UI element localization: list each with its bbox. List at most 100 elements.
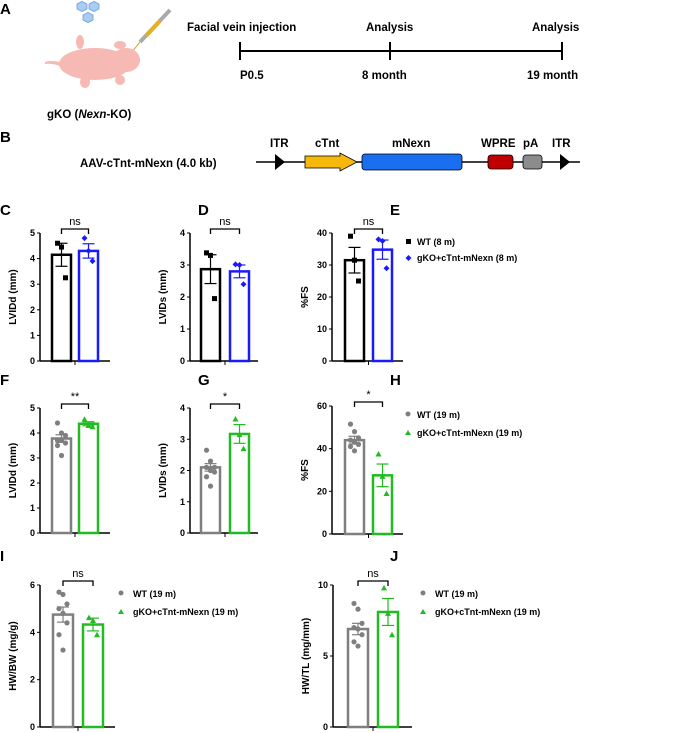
data-point [62, 432, 69, 439]
bar-wt [50, 437, 73, 535]
timeline-event-injection: Facial vein injection [187, 22, 296, 34]
bar-ko [371, 248, 394, 363]
legend-8m: WT (8 m) gKO+cTnt-mNexn (8 m) [405, 237, 517, 263]
data-point [58, 437, 65, 444]
y-axis-label: LVIDd (mm) [8, 269, 19, 324]
y-tick-label: 3 [30, 453, 35, 463]
y-tick-label: 1 [30, 330, 35, 340]
data-point [351, 625, 357, 631]
significance-label: ns [69, 216, 81, 228]
y-tick-label: 2 [30, 675, 35, 685]
data-point [379, 238, 386, 244]
chart-d: 0 1 2 3 4 LVIDs (mm) ns [158, 216, 258, 366]
data-point [211, 464, 218, 470]
data-point [383, 265, 390, 272]
y-tick-label: 30 [317, 260, 327, 270]
construct-name: AAV-cTnt-mNexn (4.0 kb) [80, 158, 217, 170]
bar-wt [51, 613, 75, 729]
chart-g: 0 1 2 3 4 LVIDs (mm) * [158, 391, 258, 538]
y-axis-label: LVIDd (mm) [8, 443, 19, 498]
y-axis-label: %FS [300, 459, 311, 481]
mouse-label: gKO (Nexn-KO) [47, 109, 132, 121]
data-point [54, 420, 61, 426]
virus-icons [76, 1, 100, 23]
significance-bracket [62, 580, 94, 586]
y-tick-label: 1 [180, 324, 185, 334]
chart-e: 0 10 20 30 40 %FS ns [300, 216, 403, 366]
y-axis-label: HW/TL (mg/mm) [301, 618, 312, 694]
data-point [352, 257, 357, 263]
data-point [379, 473, 386, 479]
y-tick-label: 4 [180, 403, 185, 413]
panel-label-i: I [0, 548, 4, 565]
y-tick-label: 0 [30, 528, 35, 538]
data-point [211, 469, 218, 475]
data-point [207, 458, 214, 464]
data-point [232, 261, 239, 268]
y-tick-label: 6 [30, 580, 35, 590]
chart-f: 0 1 2 3 4 5 LVIDd (mm) ** [8, 391, 110, 538]
data-point [60, 610, 66, 617]
y-tick-label: 2 [30, 478, 35, 488]
data-point [56, 606, 62, 612]
significance-bracket [353, 228, 384, 234]
data-point [236, 262, 243, 268]
chart-i: 0 2 4 6 HW/BW (mg/g) ns [8, 568, 115, 732]
bar-ko [228, 432, 251, 535]
y-tick-label: 20 [317, 486, 327, 496]
data-point [355, 626, 361, 632]
bar-ko [376, 610, 400, 729]
y-tick-label: 40 [317, 228, 327, 238]
data-point [381, 584, 387, 591]
data-point [89, 423, 96, 430]
panel-label-d: D [198, 202, 209, 219]
timeline-time-19m: 19 month [527, 70, 578, 82]
y-tick-label: 0 [323, 722, 328, 732]
data-point [90, 617, 96, 623]
panel-label-h: H [390, 372, 401, 389]
legend-marker-ko [405, 255, 412, 261]
ctnt-promoter [304, 152, 358, 172]
data-point [232, 415, 239, 422]
data-point [89, 258, 96, 265]
data-point [359, 620, 365, 626]
data-point [348, 233, 353, 239]
data-point [355, 643, 361, 649]
significance-label: ns [72, 568, 84, 580]
legend-19m-i: WT (19 m) gKO+cTnt-mNexn (19 m) [118, 589, 238, 617]
data-point [351, 429, 358, 435]
timeline-event-analysis-8m: Analysis [366, 22, 413, 34]
data-point [347, 443, 354, 450]
y-axis-label: HW/BW (mg/g) [8, 621, 19, 690]
data-point [58, 430, 65, 436]
legend-19m-j: WT (19 m) gKO+cTnt-mNexn (19 m) [420, 589, 540, 617]
significance-bracket [353, 401, 384, 407]
data-point [385, 610, 391, 616]
y-tick-label: 3 [180, 260, 185, 270]
significance-bracket [209, 228, 241, 234]
data-point [383, 490, 390, 496]
y-tick-label: 0 [30, 356, 35, 366]
mnexn-gene [361, 153, 463, 171]
panel-label-a: A [0, 1, 11, 18]
legend-wt-19m: WT (19 m) [417, 410, 460, 420]
panel-label-b: B [0, 129, 11, 146]
y-tick-label: 4 [30, 627, 35, 637]
pa-element [522, 154, 543, 170]
significance-label: * [366, 389, 371, 401]
data-point [347, 437, 354, 443]
significance-label: ** [71, 391, 80, 403]
legend-ko-8m: gKO+cTnt-mNexn (8 m) [417, 253, 517, 263]
data-point [60, 647, 66, 653]
significance-label: ns [367, 568, 379, 580]
itr-right-icon [560, 154, 570, 170]
significance-bracket [209, 403, 241, 409]
data-point [204, 250, 209, 256]
data-point [355, 606, 361, 612]
data-point [54, 442, 61, 449]
data-point [81, 235, 88, 242]
itr-left-label: ITR [270, 138, 289, 150]
data-point [59, 244, 64, 250]
y-tick-label: 5 [30, 403, 35, 413]
